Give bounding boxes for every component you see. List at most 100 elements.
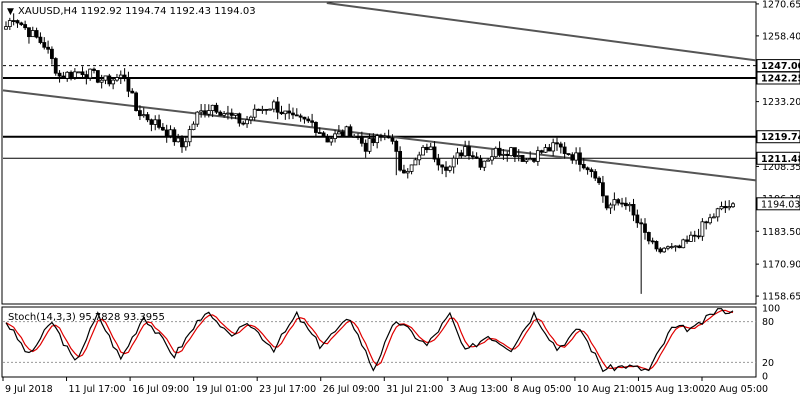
candle [386,129,391,139]
candle [455,147,460,165]
chart-title-icon: ▼ [7,7,14,17]
candle [604,195,609,211]
candle [294,108,299,117]
candle [382,132,387,141]
candle [486,158,491,162]
candle [689,231,693,242]
candle [547,143,552,152]
candle [226,105,230,120]
candle [138,105,142,121]
candle [306,116,311,124]
stoch-scale-label: 80 [762,317,774,328]
candle [451,155,456,174]
candle [275,96,280,120]
candle [191,121,196,131]
candle [298,113,303,122]
candle [696,228,701,240]
candle [57,70,62,83]
candle [42,37,47,50]
candle [666,245,670,251]
candle [130,88,135,94]
candle [501,149,506,160]
candle [417,151,422,166]
candle [27,27,31,44]
candle [352,133,357,138]
candle [658,247,663,254]
candle [180,135,184,153]
candle [398,146,403,172]
candle [731,201,735,208]
candle [715,207,720,222]
candle [214,102,219,114]
candle [15,19,20,28]
candle [574,147,579,165]
candle [570,152,575,164]
level-tag-1211.48: 1211.48 [761,154,800,165]
candle [566,153,571,156]
candle [268,108,272,111]
level-tag-box [756,130,800,144]
candle [183,136,188,151]
candle [562,142,567,159]
candle [367,133,372,154]
x-tick-label: 23 Jul 17:00 [259,384,316,395]
trendline-1 [326,2,757,62]
candle [149,118,154,132]
candle [490,149,494,165]
candle [379,133,383,142]
candle [53,57,58,76]
candle [535,146,540,166]
candle [581,157,586,170]
candle [627,202,632,212]
candle [344,125,349,138]
candle [524,158,529,164]
candle [95,70,100,84]
candle [520,155,525,162]
candle [19,21,24,26]
stoch-scale-label: 0 [762,372,768,383]
stoch-scale-label: 20 [762,358,774,369]
candle [558,141,563,154]
x-tick-label: 3 Aug 13:00 [450,384,508,395]
candle [424,143,429,153]
x-tick-label: 9 Jul 2018 [5,384,53,395]
stoch-title: Stoch(14,3,3) 95.7828 93.3955 [8,312,165,323]
candle [321,131,326,138]
candle [103,75,108,85]
candle [459,149,464,159]
candle [264,108,269,115]
stoch-axis: 100 80 20 0 [762,304,780,383]
y-tick-label: 1183.50 [762,227,800,238]
candle [329,136,334,146]
candle [543,144,548,153]
x-tick-label: 8 Aug 05:00 [513,384,571,395]
candle [310,113,315,127]
candle [463,140,468,158]
candle [608,202,613,214]
candle [669,243,674,250]
candle [394,139,399,176]
candle [122,68,127,82]
candle [409,164,414,175]
candle [333,129,337,143]
candle [160,123,165,131]
candle [134,91,138,112]
candle [325,134,330,143]
candle [302,116,307,124]
candle [413,157,418,166]
candle [7,17,12,31]
candle [206,104,211,118]
x-tick-label: 31 Jul 21:00 [386,384,443,395]
candle [681,238,686,249]
candle [635,209,640,228]
price-axis: 1270.651258.401233.201208.351196.101183.… [756,0,800,303]
candle [88,68,93,81]
candle [229,108,234,120]
candle [692,230,697,243]
candle [363,139,368,158]
candle [256,108,261,111]
candle [719,201,724,211]
candle [497,141,502,158]
candle [673,245,678,252]
candle [631,198,636,222]
